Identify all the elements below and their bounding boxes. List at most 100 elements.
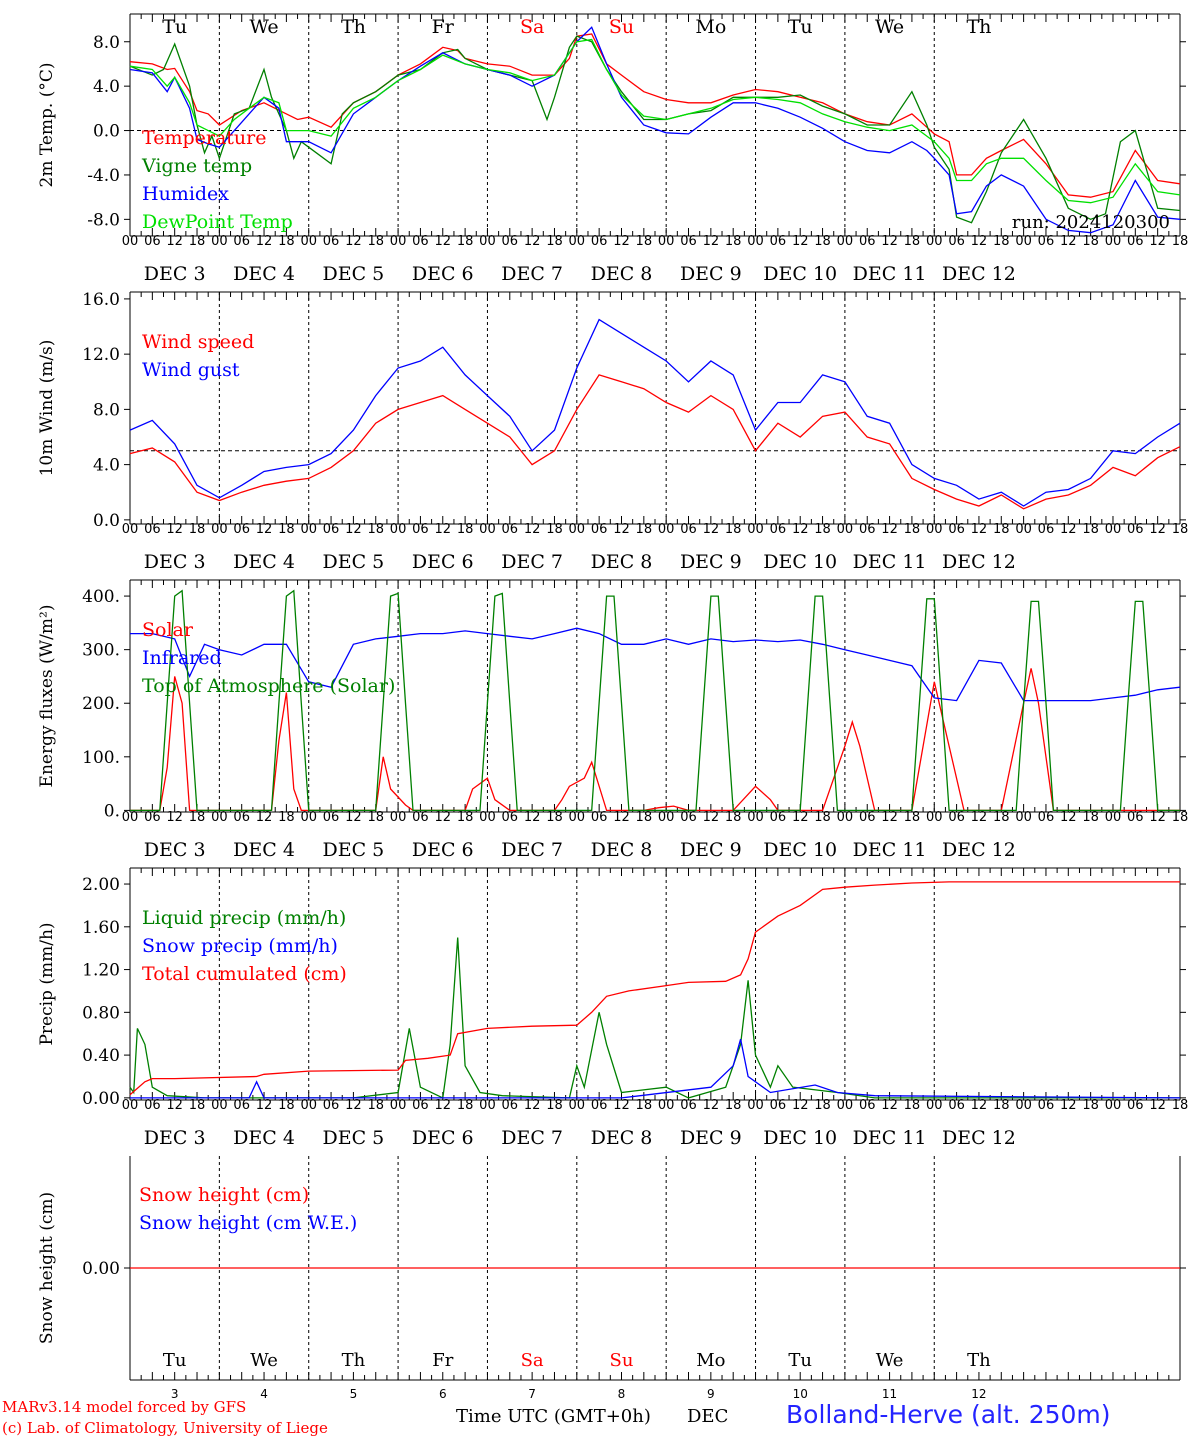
hour-tick-label: 06 (502, 234, 519, 249)
hour-tick-label: 06 (770, 1098, 787, 1113)
hour-tick-label: 12 (1060, 810, 1077, 825)
hour-tick-label: 18 (814, 234, 831, 249)
y-tick-label: 0. (104, 801, 120, 821)
hour-tick-label: 12 (166, 1098, 183, 1113)
hour-tick-label: 12 (971, 522, 988, 537)
hour-tick-label: 06 (233, 522, 250, 537)
hour-tick-label: 12 (524, 234, 541, 249)
y-axis-label: Energy fluxes (W/m²) (37, 605, 57, 788)
hour-tick-label: 00 (837, 522, 854, 537)
date-label: DEC 6 (412, 263, 474, 285)
hour-tick-label: 12 (434, 234, 451, 249)
hour-tick-label: 12 (166, 522, 183, 537)
weekday-label-bottom: Su (610, 1350, 634, 1371)
y-tick-label: 2.00 (82, 875, 120, 895)
hour-tick-label: 00 (569, 1098, 586, 1113)
hour-tick-label: 12 (345, 234, 362, 249)
hour-tick-label: 06 (1038, 810, 1055, 825)
hour-tick-label: 00 (658, 1098, 675, 1113)
hour-tick-label: 18 (367, 810, 384, 825)
day-number-label: 9 (707, 1387, 715, 1401)
hour-tick-label: 18 (278, 522, 295, 537)
hour-tick-label: 06 (412, 234, 429, 249)
hour-tick-label: 00 (837, 234, 854, 249)
hour-tick-label: 00 (926, 234, 943, 249)
hour-tick-label: 18 (546, 1098, 563, 1113)
hour-tick-label: 12 (434, 1098, 451, 1113)
hour-tick-label: 12 (613, 810, 630, 825)
hour-tick-label: 18 (278, 810, 295, 825)
hour-tick-label: 12 (792, 522, 809, 537)
hour-tick-label: 12 (703, 810, 720, 825)
hour-tick-label: 06 (1038, 1098, 1055, 1113)
hour-tick-label: 18 (1172, 522, 1189, 537)
weekday-label-bottom: We (250, 1350, 278, 1371)
hour-tick-label: 06 (680, 810, 697, 825)
hour-tick-label: 06 (233, 234, 250, 249)
hour-tick-label: 12 (256, 234, 273, 249)
hour-tick-label: 00 (569, 234, 586, 249)
hour-tick-label: 12 (434, 522, 451, 537)
hour-tick-label: 00 (837, 810, 854, 825)
hour-tick-label: 06 (859, 234, 876, 249)
hour-tick-label: 06 (859, 810, 876, 825)
series-line (129, 26, 1181, 234)
weekday-label: Tu (788, 16, 813, 38)
hour-tick-label: 12 (703, 234, 720, 249)
hour-tick-label: 00 (390, 1098, 407, 1113)
date-label: DEC 11 (853, 263, 927, 285)
day-number-label: 5 (350, 1387, 358, 1401)
hour-tick-label: 00 (211, 234, 228, 249)
y-axis-label: 2m Temp. (°C) (37, 62, 57, 187)
hour-tick-label: 18 (546, 810, 563, 825)
legend-entry: Snow precip (mm/h) (142, 935, 338, 957)
hour-tick-label: 06 (323, 810, 340, 825)
weekday-label-bottom: Th (342, 1350, 366, 1371)
hour-tick-label: 18 (367, 522, 384, 537)
weekday-label: Fr (432, 16, 455, 38)
hour-tick-label: 00 (122, 234, 139, 249)
hour-tick-label: 00 (122, 522, 139, 537)
hour-tick-label: 12 (345, 522, 362, 537)
weekday-label: Th (966, 16, 991, 38)
hour-tick-label: 12 (613, 522, 630, 537)
hour-tick-label: 18 (189, 522, 206, 537)
series-line (130, 1038, 1181, 1099)
hour-tick-label: 00 (1105, 1098, 1122, 1113)
hour-tick-label: 06 (1127, 522, 1144, 537)
hour-tick-label: 12 (971, 810, 988, 825)
hour-tick-label: 12 (792, 1098, 809, 1113)
hour-tick-label: 18 (367, 234, 384, 249)
y-tick-label: 0.00 (82, 1089, 120, 1109)
hour-tick-label: 00 (926, 522, 943, 537)
date-label: DEC 12 (942, 839, 1016, 861)
hour-tick-label: 12 (703, 1098, 720, 1113)
date-label: DEC 12 (942, 551, 1016, 573)
legend-entry: Snow height (cm) (139, 1184, 309, 1206)
hour-tick-label: 18 (725, 234, 742, 249)
hour-tick-label: 12 (524, 810, 541, 825)
series-line (129, 35, 1181, 224)
hour-tick-label: 00 (1015, 810, 1032, 825)
series-line (129, 33, 1181, 198)
hour-tick-label: 00 (569, 522, 586, 537)
date-label: DEC 5 (323, 1127, 385, 1149)
y-axis-label: 10m Wind (m/s) (37, 340, 57, 477)
y-tick-label: 0.40 (82, 1046, 120, 1066)
hour-tick-label: 12 (613, 234, 630, 249)
hour-tick-label: 18 (1172, 234, 1189, 249)
panel-1: 8.0 4.0 0.0 -4.0 -8.0 2m Temp. (°C) Temperatur… (37, 13, 1189, 285)
hour-tick-label: 06 (770, 522, 787, 537)
hour-tick-label: 00 (747, 234, 764, 249)
weekday-label-bottom: Th (967, 1350, 991, 1371)
date-label: DEC 8 (591, 1127, 653, 1149)
hour-tick-label: 06 (1127, 1098, 1144, 1113)
hour-tick-label: 00 (1105, 234, 1122, 249)
series-line (130, 589, 1180, 812)
hour-tick-label: 12 (1060, 1098, 1077, 1113)
hour-tick-label: 18 (189, 810, 206, 825)
hour-tick-label: 00 (211, 522, 228, 537)
panel-4: 0.00 0.40 0.80 1.20 1.60 2.00 Precip (mm/h) Liq… (37, 867, 1188, 1149)
hour-tick-label: 06 (502, 810, 519, 825)
